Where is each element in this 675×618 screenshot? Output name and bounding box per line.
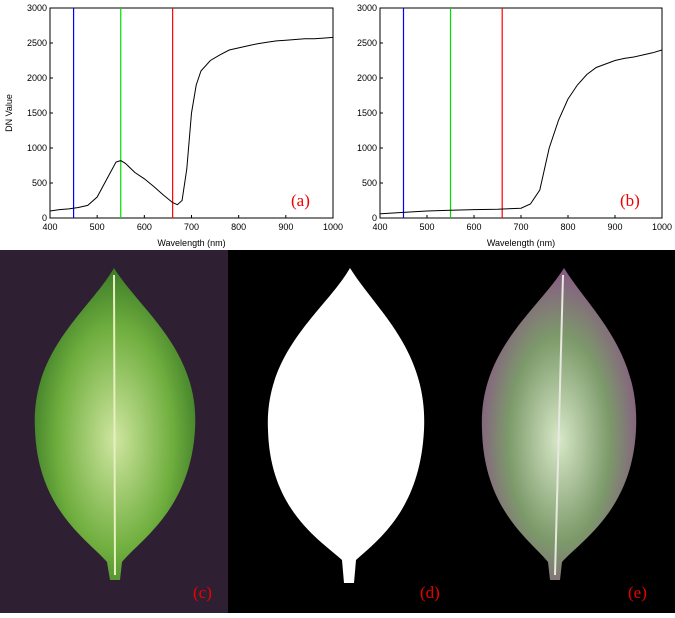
y-tick-label: 1000	[357, 143, 377, 153]
x-axis-label: Wavelength (nm)	[157, 238, 225, 248]
spectrum-line	[49, 36, 334, 212]
spectrum-line	[379, 49, 663, 215]
leaf-d	[267, 268, 425, 583]
y-tick-label: 3000	[27, 3, 47, 13]
y-tick-label: 500	[32, 178, 47, 188]
panel-label: (b)	[620, 191, 640, 210]
x-tick-label: 400	[42, 222, 57, 232]
y-tick-label: 500	[362, 178, 377, 188]
x-tick-label: 800	[560, 222, 575, 232]
x-tick-label: 1000	[652, 222, 672, 232]
x-tick-label: 800	[231, 222, 246, 232]
panel-label: (d)	[420, 583, 440, 602]
x-tick-label: 700	[513, 222, 528, 232]
x-tick-label: 500	[419, 222, 434, 232]
y-tick-label: 0	[42, 213, 47, 223]
y-tick-label: 2500	[357, 38, 377, 48]
x-tick-label: 1000	[323, 222, 343, 232]
leaf-e	[481, 268, 637, 580]
x-axis-label: Wavelength (nm)	[487, 238, 555, 248]
y-tick-label: 3000	[357, 3, 377, 13]
y-tick-label: 0	[372, 213, 377, 223]
y-tick-label: 1000	[27, 143, 47, 153]
x-tick-label: 700	[184, 222, 199, 232]
x-tick-label: 900	[607, 222, 622, 232]
plot-frame	[379, 7, 663, 219]
x-tick-label: 400	[372, 222, 387, 232]
y-tick-label: 2500	[27, 38, 47, 48]
y-tick-label: 2000	[357, 73, 377, 83]
y-axis-label: DN Value	[4, 94, 14, 132]
x-tick-label: 500	[90, 222, 105, 232]
x-tick-label: 600	[137, 222, 152, 232]
panel-label: (a)	[291, 191, 310, 210]
x-tick-label: 600	[466, 222, 481, 232]
panel-label: (e)	[628, 583, 647, 602]
y-tick-label: 1500	[27, 108, 47, 118]
leaf-c	[34, 268, 196, 580]
y-tick-label: 1500	[357, 108, 377, 118]
panel-label: (c)	[193, 583, 212, 602]
y-tick-label: 2000	[27, 73, 47, 83]
x-tick-label: 900	[278, 222, 293, 232]
